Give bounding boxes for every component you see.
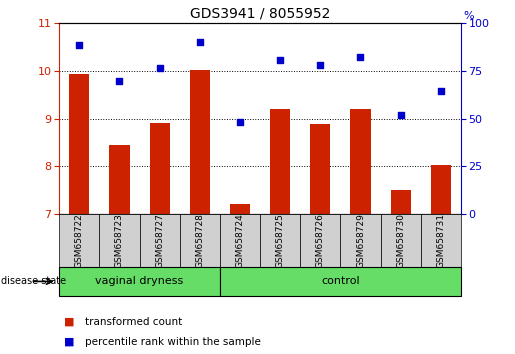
Bar [140,214,180,267]
Bar [59,267,220,296]
Bar [220,214,260,267]
Bar [390,190,410,214]
Bar [431,165,451,214]
Bar [310,124,330,214]
Bar [69,74,89,214]
Text: GSM658727: GSM658727 [155,213,164,268]
Text: control: control [321,276,359,286]
Text: GSM658730: GSM658730 [396,213,405,268]
Point [156,65,164,71]
Point [115,79,124,84]
Text: ■: ■ [64,337,75,347]
Text: GSM658724: GSM658724 [235,213,245,268]
Point [75,42,83,47]
Point [316,62,324,68]
Bar [59,214,99,267]
Bar [230,204,250,214]
Bar [340,214,381,267]
Bar [190,70,210,214]
Text: GSM658728: GSM658728 [195,213,204,268]
Text: GSM658722: GSM658722 [75,213,84,268]
Title: GDS3941 / 8055952: GDS3941 / 8055952 [190,6,330,21]
Point [437,88,445,94]
Text: %: % [464,11,474,21]
Point [196,39,204,45]
Text: GSM658726: GSM658726 [316,213,325,268]
Text: transformed count: transformed count [85,317,182,327]
Text: GSM658725: GSM658725 [276,213,285,268]
Bar [180,214,220,267]
Bar [270,109,290,214]
Bar [421,214,461,267]
Bar [350,109,370,214]
Text: percentile rank within the sample: percentile rank within the sample [85,337,261,347]
Point [236,119,244,125]
Text: ■: ■ [64,317,75,327]
Text: GSM658731: GSM658731 [436,213,445,268]
Point [356,55,365,60]
Text: vaginal dryness: vaginal dryness [95,276,184,286]
Text: GSM658729: GSM658729 [356,213,365,268]
Text: GSM658723: GSM658723 [115,213,124,268]
Point [397,113,405,118]
Bar [260,214,300,267]
Bar [109,145,129,214]
Bar [381,214,421,267]
Text: disease state: disease state [1,276,66,286]
Bar [220,267,461,296]
Point [276,57,284,63]
Bar [300,214,340,267]
Bar [99,214,140,267]
Bar [149,123,169,214]
